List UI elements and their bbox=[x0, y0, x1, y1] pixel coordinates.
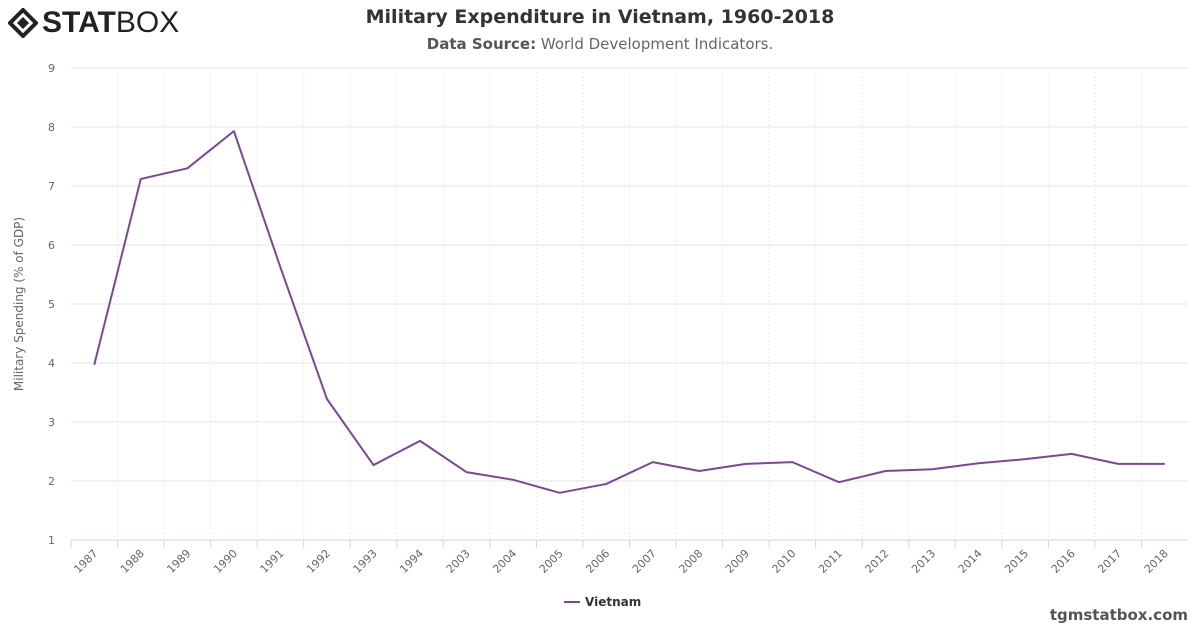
y-tick-label: 6 bbox=[48, 239, 55, 252]
x-tick-label: 2006 bbox=[583, 547, 612, 576]
x-tick-label: 2003 bbox=[444, 547, 473, 576]
x-tick-label: 1989 bbox=[164, 547, 193, 576]
x-tick-label: 2015 bbox=[1002, 547, 1031, 576]
y-tick-label: 7 bbox=[48, 180, 55, 193]
x-tick-label: 1993 bbox=[351, 547, 380, 576]
y-tick-label: 4 bbox=[48, 357, 55, 370]
y-tick-label: 9 bbox=[48, 62, 55, 75]
x-tick-label: 1992 bbox=[304, 547, 333, 576]
x-tick-label: 1988 bbox=[118, 547, 147, 576]
y-tick-label: 3 bbox=[48, 416, 55, 429]
x-tick-label: 2010 bbox=[770, 547, 799, 576]
x-tick-label: 2008 bbox=[676, 547, 705, 576]
y-tick-label: 1 bbox=[48, 534, 55, 547]
chart-title: Military Expenditure in Vietnam, 1960-20… bbox=[365, 6, 835, 28]
x-tick-label: 1994 bbox=[397, 547, 426, 576]
series-line-vietnam bbox=[93, 130, 1165, 494]
x-tick-label: 2009 bbox=[723, 547, 752, 576]
x-tick-label: 2018 bbox=[1142, 547, 1171, 576]
credit-text: tgmstatbox.com bbox=[1049, 606, 1188, 624]
logo-text-bold: STAT bbox=[42, 6, 116, 39]
x-tick-label: 2012 bbox=[863, 547, 892, 576]
y-tick-label: 8 bbox=[48, 121, 55, 134]
subtitle-label: Data Source: bbox=[426, 35, 537, 53]
x-tick-label: 2004 bbox=[490, 547, 519, 576]
x-tick-label: 2007 bbox=[630, 547, 659, 576]
x-tick-label: 1991 bbox=[258, 547, 287, 576]
legend-item-vietnam[interactable]: Vietnam bbox=[585, 595, 641, 609]
x-tick-label: 2016 bbox=[1049, 547, 1078, 576]
x-tick-label: 2011 bbox=[816, 547, 845, 576]
y-axis-title: Military Spending (% of GDP) bbox=[12, 217, 26, 391]
statbox-logo: STATBOX bbox=[8, 6, 179, 40]
x-tick-label: 2014 bbox=[956, 547, 985, 576]
y-tick-label: 5 bbox=[48, 298, 55, 311]
x-tick-label: 2013 bbox=[909, 547, 938, 576]
logo-text-light: BOX bbox=[115, 6, 180, 39]
y-tick-label: 2 bbox=[48, 475, 55, 488]
chart-subtitle: Data Source: World Development Indicator… bbox=[0, 35, 1200, 53]
subtitle-value: World Development Indicators. bbox=[540, 35, 774, 53]
x-tick-label: 2005 bbox=[537, 547, 566, 576]
x-tick-label: 1987 bbox=[71, 547, 100, 576]
logo-diamond-icon bbox=[8, 8, 38, 38]
x-tick-label: 1990 bbox=[211, 547, 240, 576]
x-tick-label: 2017 bbox=[1095, 547, 1124, 576]
